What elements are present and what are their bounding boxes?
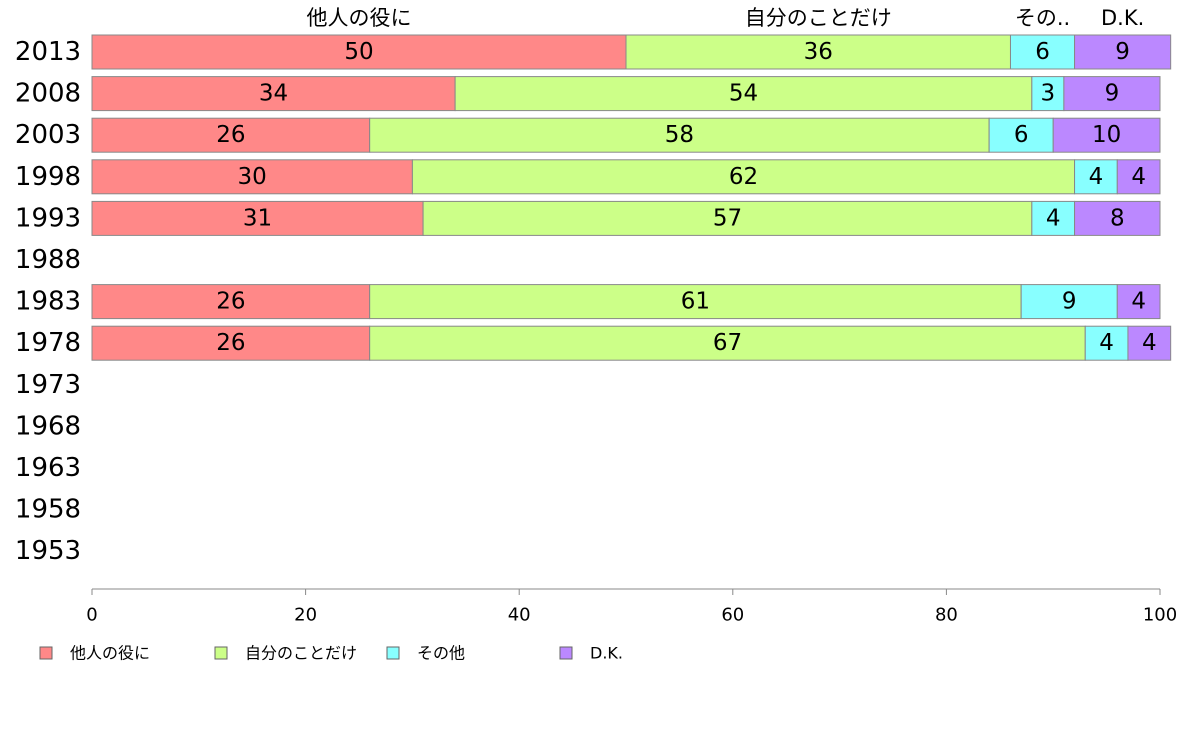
data-label-1993-s1: 57 (713, 205, 742, 231)
data-label-1983-s0: 26 (216, 289, 245, 315)
data-label-1983-s1: 61 (681, 289, 710, 315)
bar-segment-1983-s0 (91, 284, 371, 320)
bar-segment-2003-s1 (369, 117, 990, 153)
year-label-1993: 1993 (15, 203, 81, 233)
series-top-label-s1: 自分のことだけ (745, 6, 892, 30)
data-label-2003-s2: 6 (1014, 122, 1029, 148)
bar-segment-1998-s3 (1116, 159, 1161, 195)
data-label-2003-s0: 26 (216, 122, 245, 148)
data-label-1998-s1: 62 (729, 164, 758, 190)
bar-segment-1993-s2 (1031, 200, 1076, 236)
bar-segment-2013-s2 (1009, 34, 1076, 70)
year-label-1958: 1958 (15, 495, 81, 525)
year-label-1968: 1968 (15, 411, 81, 441)
bar-segment-1993-s3 (1074, 200, 1161, 236)
bar-segment-2013-s3 (1074, 34, 1172, 70)
bar-segment-2013-s0 (91, 34, 627, 70)
year-label-2008: 2008 (15, 79, 81, 109)
data-label-1993-s3: 8 (1110, 205, 1125, 231)
bar-segment-2013-s1 (625, 34, 1011, 70)
x-axis: 0 20 40 60 80 100 (86, 588, 1177, 626)
bar-segment-1983-s1 (369, 284, 1022, 320)
year-label-1988: 1988 (15, 245, 81, 275)
legend-label-s1: 自分のことだけ (245, 644, 357, 663)
x-tick-label-60: 60 (721, 605, 744, 626)
year-label-2003: 2003 (15, 120, 81, 150)
legend-swatch-s3 (559, 646, 573, 660)
data-label-1978-s1: 67 (713, 330, 742, 356)
data-label-2003-s3: 10 (1092, 122, 1121, 148)
year-label-1978: 1978 (15, 328, 81, 358)
x-tick-label-80: 80 (935, 605, 958, 626)
data-label-2013-s3: 9 (1115, 39, 1130, 65)
bar-segment-2008-s2 (1031, 76, 1065, 112)
year-label-1973: 1973 (15, 370, 81, 400)
bar-segment-1998-s1 (411, 159, 1076, 195)
legend-label-s2: その他 (417, 644, 465, 663)
x-tick-label-40: 40 (508, 605, 531, 626)
bar-segment-2008-s0 (91, 76, 456, 112)
bar-segment-1993-s0 (91, 200, 424, 236)
year-label-2013: 2013 (15, 37, 81, 67)
data-label-1998-s3: 4 (1131, 164, 1146, 190)
data-label-1998-s0: 30 (238, 164, 267, 190)
data-label-1998-s2: 4 (1089, 164, 1104, 190)
data-label-1983-s2: 9 (1062, 289, 1077, 315)
data-label-2008-s0: 34 (259, 81, 288, 107)
legend-swatch-s0 (39, 646, 53, 660)
bar-segment-1983-s2 (1020, 284, 1118, 320)
series-top-labels: 他人の役に 自分のことだけ その.. D.K. (307, 6, 1145, 30)
bar-segment-1983-s3 (1116, 284, 1161, 320)
data-label-1993-s2: 4 (1046, 205, 1061, 231)
x-tick-label-20: 20 (294, 605, 317, 626)
legend: 他人の役に 自分のことだけ その他 D.K. (39, 644, 623, 663)
data-label-2003-s1: 58 (665, 122, 694, 148)
legend-label-s0: 他人の役に (70, 644, 150, 663)
x-tick-label-0: 0 (86, 605, 97, 626)
bar-segment-1998-s0 (91, 159, 413, 195)
legend-label-s3: D.K. (590, 644, 623, 663)
series-top-label-s2: その.. (1015, 6, 1070, 30)
bar-segment-2003-s0 (91, 117, 371, 153)
bar-segment-2008-s3 (1063, 76, 1161, 112)
data-label-2008-s1: 54 (729, 81, 758, 107)
series-top-label-s0: 他人の役に (307, 6, 412, 30)
data-label-2013-s1: 36 (804, 39, 833, 65)
bar-segment-2003-s3 (1052, 117, 1161, 153)
bar-segment-1978-s0 (91, 325, 371, 361)
data-label-2013-s2: 6 (1035, 39, 1050, 65)
data-label-1978-s3: 4 (1142, 330, 1157, 356)
legend-swatch-s2 (386, 646, 400, 660)
x-tick-label-100: 100 (1143, 605, 1177, 626)
year-label-1983: 1983 (15, 287, 81, 317)
data-label-2008-s3: 9 (1105, 81, 1120, 107)
legend-swatch-s1 (214, 646, 228, 660)
year-labels: 2013 2008 2003 1998 1993 1988 1983 1978 1973 1968… (15, 37, 81, 566)
data-label-2013-s0: 50 (344, 39, 373, 65)
series-top-label-s3: D.K. (1101, 6, 1144, 30)
year-label-1998: 1998 (15, 162, 81, 192)
year-label-1963: 1963 (15, 453, 81, 483)
data-label-1983-s3: 4 (1131, 289, 1146, 315)
data-label-1978-s2: 4 (1099, 330, 1114, 356)
data-label-1993-s0: 31 (243, 205, 272, 231)
bar-segment-2008-s1 (454, 76, 1033, 112)
year-label-1953: 1953 (15, 536, 81, 566)
bar-segment-1993-s1 (422, 200, 1033, 236)
bar-segment-1978-s3 (1127, 325, 1172, 361)
data-label-2008-s2: 3 (1041, 81, 1056, 107)
data-label-1978-s0: 26 (216, 330, 245, 356)
bar-segment-1978-s2 (1084, 325, 1129, 361)
